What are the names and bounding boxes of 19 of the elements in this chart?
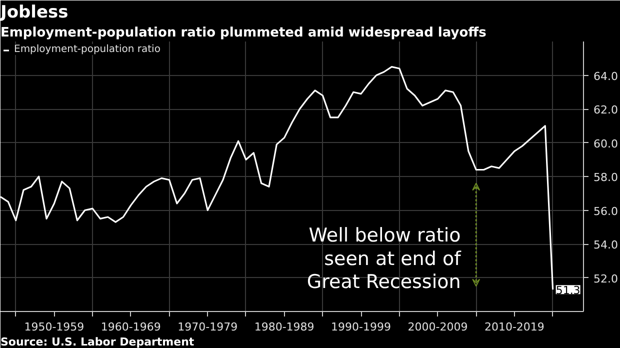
source-note: Source: U.S. Labor Department [0, 336, 194, 348]
y-tick-label: 62.0 [594, 104, 618, 116]
data-label: 51.3 [556, 284, 580, 298]
x-tick-label: 1990-1999 [331, 320, 392, 334]
legend-label: Employment-population ratio [14, 44, 160, 55]
x-tick-label: 2010-2019 [484, 320, 544, 334]
y-tick-label: 52.0 [594, 272, 618, 286]
y-tick-label: 54.0 [594, 238, 618, 252]
y-tick-label: 56.0 [594, 204, 618, 218]
y-tick-label: 58.0 [594, 171, 618, 184]
x-tick-label: 2000-2009 [408, 320, 468, 334]
x-tick-label: 1960-1969 [100, 320, 161, 334]
x-tick-label: 1980-1989 [254, 320, 314, 334]
x-tick-label: 1970-1979 [178, 320, 238, 334]
x-tick-label: 1950-1959 [24, 320, 84, 334]
chart-subtitle: Employment-population ratio plummeted amid widespread layoffs [0, 26, 487, 40]
y-tick-label: 64.0 [594, 70, 618, 83]
annotation: Well below ratio seen at end of Great Recession [306, 224, 462, 293]
y-tick-label: 60.0 [594, 137, 618, 150]
